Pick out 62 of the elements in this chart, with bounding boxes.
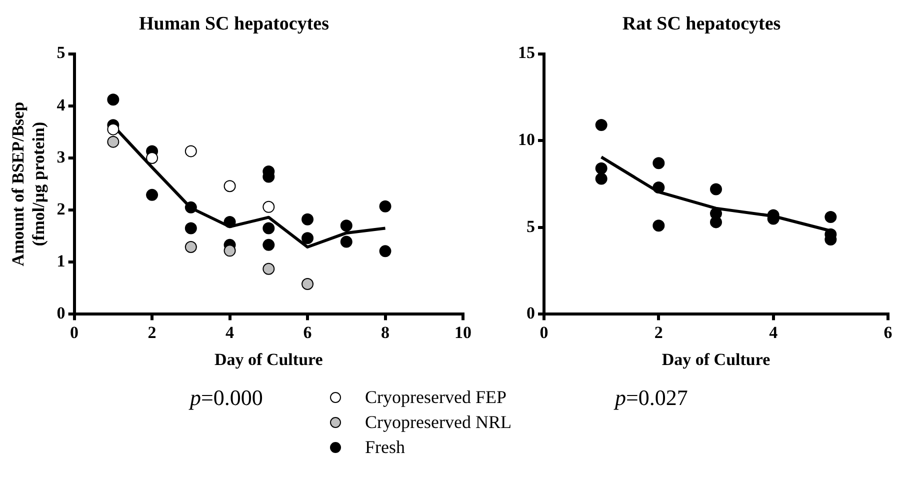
point [652,220,665,232]
point [710,183,722,196]
y-tick-label: 15 [518,43,535,62]
point [302,232,314,244]
x-tick-label: 6 [303,322,312,342]
legend-label: Cryopreserved FEP [364,386,508,409]
y-tick-label: 1 [56,252,66,271]
point [379,200,392,212]
x-tick-label: 4 [226,322,235,342]
chart-title: Rat SC hepatocytes [622,13,781,34]
legend-label: Cryopreserved NRL [364,411,512,434]
point [824,210,837,223]
point [262,200,275,213]
point [302,213,314,226]
point [184,145,197,158]
x-tick-label: 2 [654,322,663,342]
point [146,152,158,164]
point [340,220,352,232]
x-axis-title: Day of Culture [214,350,324,370]
point [595,162,608,174]
point [107,94,120,106]
point [107,123,120,136]
point [302,278,314,290]
legend-label: Fresh [364,436,406,459]
y-tick-label: 0 [526,304,535,323]
point [184,241,197,254]
point [224,180,236,192]
y-tick-label: 2 [56,199,66,218]
y-axis-title: Amount of BSEP/Bsep (fmol/µg protein) [8,102,48,266]
x-tick-label: 0 [540,322,548,342]
y-tick-label: 0 [56,304,66,323]
y-tick-label: 3 [56,147,66,166]
point [652,181,665,194]
y-tick-label: 5 [56,43,66,62]
point [224,244,236,257]
text: p=0.027 [615,385,688,411]
point [595,118,608,131]
point [107,136,120,148]
point [595,172,608,185]
y-tick-label: 5 [526,216,535,236]
point [262,262,275,275]
point [652,157,665,170]
point [340,236,352,248]
x-tick-label: 4 [769,322,778,342]
x-tick-label: 6 [884,322,892,342]
point [184,222,197,234]
x-tick-label: 10 [454,322,472,342]
y-tick-label: 10 [518,130,535,149]
x-tick-label: 0 [70,322,79,342]
point [262,222,275,234]
x-tick-label: 2 [148,322,156,342]
chart-title: Human SC hepatocytes [138,13,330,34]
text: p=0.000 [190,385,263,411]
x-tick-label: 8 [381,322,390,342]
point [262,238,275,251]
point [146,188,158,201]
point [224,216,236,228]
y-tick-label: 4 [56,95,66,114]
point [379,245,392,258]
point [710,216,722,228]
point [184,201,197,214]
x-axis-title: Day of Culture [662,350,771,370]
